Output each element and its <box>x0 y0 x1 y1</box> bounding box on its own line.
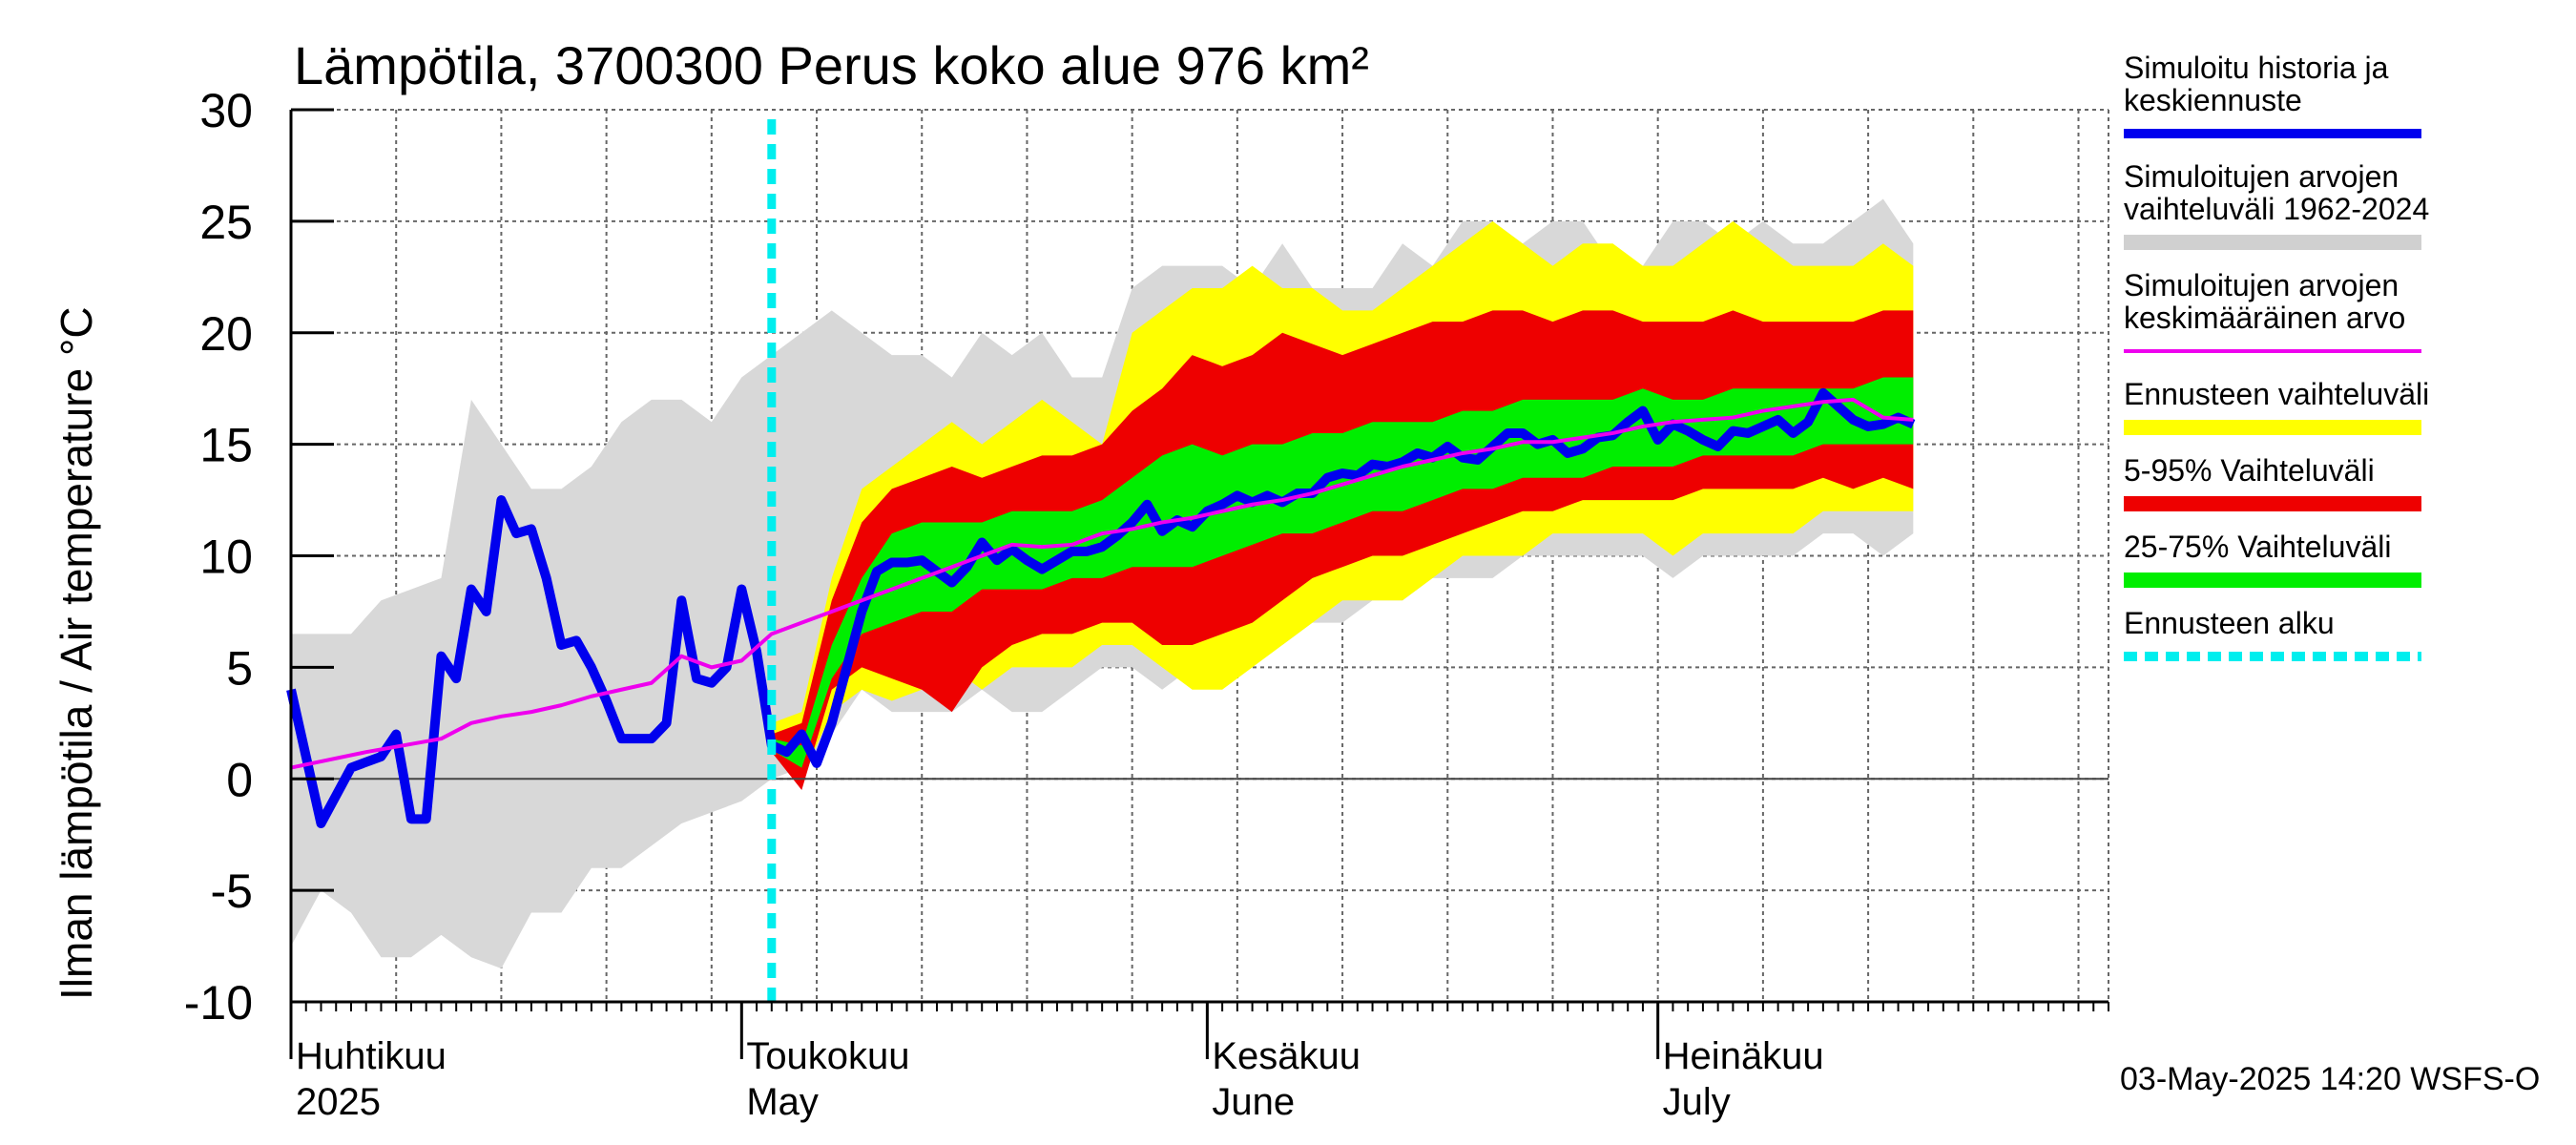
legend-label: Ennusteen vaihteluväli <box>2124 377 2429 411</box>
y-axis-label: Ilman lämpötila / Air temperature °C <box>52 306 101 1000</box>
y-tick-label: 30 <box>199 84 253 137</box>
y-tick-label: 15 <box>199 419 253 472</box>
y-tick-labels: -10 -5 0 5 10 15 20 25 30 <box>184 84 253 1030</box>
legend-item: Ennusteen vaihteluväli <box>2124 377 2429 435</box>
month-label-fi: Heinäkuu <box>1663 1035 1824 1077</box>
legend-item: 5-95% Vaihteluväli <box>2124 453 2421 511</box>
legend-label: keskimääräinen arvo <box>2124 301 2405 335</box>
legend-label: 5-95% Vaihteluväli <box>2124 453 2375 488</box>
month-label-en: June <box>1212 1081 1295 1123</box>
y-tick-label: -5 <box>211 864 253 918</box>
y-tick-label: 5 <box>226 641 253 695</box>
month-label-en: May <box>746 1081 819 1123</box>
month-label-fi: Huhtikuu <box>296 1035 447 1077</box>
month-label-fi: Toukokuu <box>746 1035 909 1077</box>
timestamp: 03-May-2025 14:20 WSFS-O <box>2120 1061 2540 1097</box>
axes <box>289 108 2109 1059</box>
legend-label: Ennusteen alku <box>2124 606 2335 640</box>
month-label-en: July <box>1663 1081 1731 1123</box>
legend-label: keskiennuste <box>2124 83 2302 117</box>
legend-item: Ennusteen alku <box>2124 606 2421 661</box>
month-label-fi: Kesäkuu <box>1212 1035 1361 1077</box>
band-00ee00 <box>771 377 1914 768</box>
legend-label: Simuloitujen arvojen <box>2124 268 2399 302</box>
legend-label: Simuloitujen arvojen <box>2124 159 2399 194</box>
y-tick-label: 0 <box>226 753 253 806</box>
series-lines <box>286 387 1916 828</box>
y-tick-label: 20 <box>199 307 253 361</box>
legend-label: Simuloitu historia ja <box>2124 51 2389 85</box>
y-tick-label: 10 <box>199 531 253 584</box>
legend-item: 25-75% Vaihteluväli <box>2124 530 2421 588</box>
series-line-mean <box>290 397 1914 770</box>
chart-title: Lämpötila, 3700300 Perus koko alue 976 k… <box>294 35 1369 95</box>
month-label-en: 2025 <box>296 1081 381 1123</box>
range-bands <box>291 198 1914 968</box>
legend-label: vaihteluväli 1962-2024 <box>2124 192 2429 226</box>
y-tick-label: 25 <box>199 196 253 249</box>
legend-label: 25-75% Vaihteluväli <box>2124 530 2391 564</box>
legend: Simuloitu historia jakeskiennusteSimuloi… <box>2124 51 2429 661</box>
y-tick-label: -10 <box>184 976 253 1030</box>
